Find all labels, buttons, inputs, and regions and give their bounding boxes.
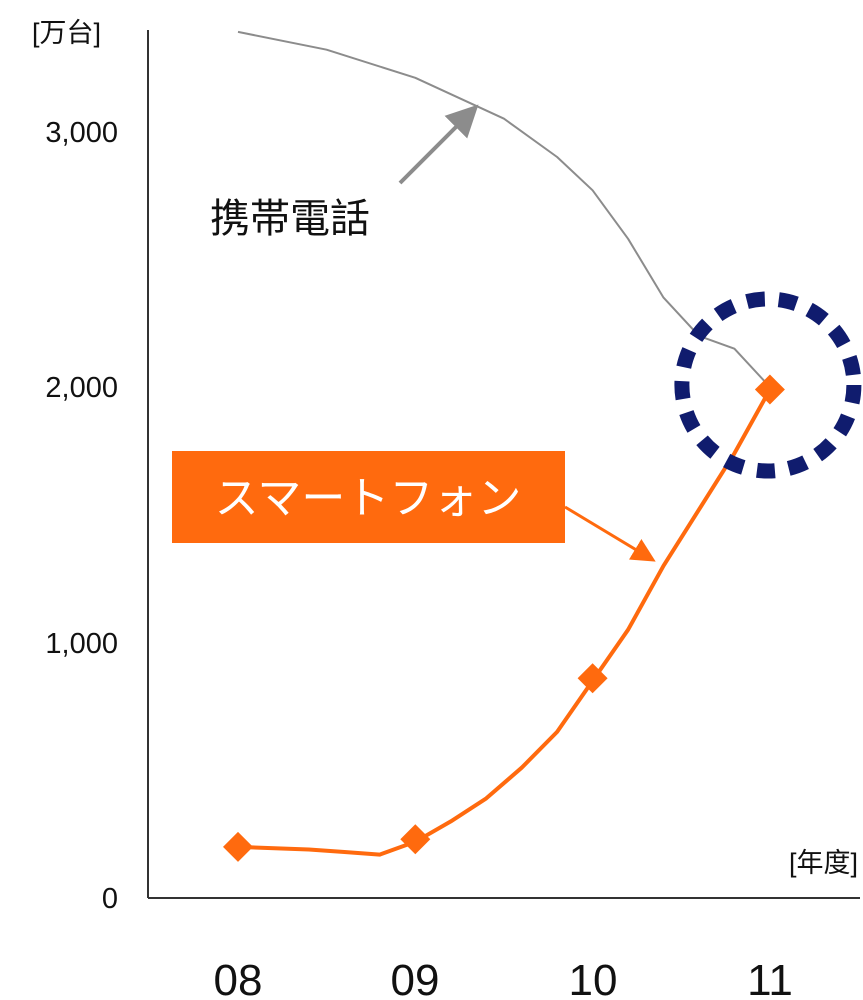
series-line-mobile-phone	[237, 30, 771, 388]
y-tick-label: 3,000	[45, 117, 118, 149]
marker-08	[223, 831, 253, 862]
smartphone-markers	[223, 374, 785, 862]
smartphone-label-box	[172, 451, 565, 543]
mobile-phone-label: 携帯電話	[210, 197, 370, 241]
y-tick-label: 0	[102, 883, 118, 915]
smartphone-arrow	[564, 505, 656, 562]
x-tick-label: 10	[569, 956, 618, 1000]
y-unit-label: [万台]	[32, 18, 101, 48]
highlight-circle	[674, 291, 862, 479]
x-tick-label: 08	[214, 956, 263, 1000]
marker-09	[400, 824, 431, 855]
y-tick-label: 1,000	[45, 628, 118, 660]
x-tick-label: 11	[747, 956, 793, 1000]
mobile-phone-arrow	[398, 104, 479, 185]
x-unit-label: [年度]	[789, 848, 858, 878]
series-line-smartphone	[236, 387, 772, 857]
marker-11	[754, 374, 785, 405]
smartphone-label: スマートフォン	[215, 474, 522, 523]
x-tick-label: 09	[391, 956, 440, 1000]
y-tick-label: 2,000	[45, 372, 118, 404]
marker-10	[577, 663, 608, 694]
